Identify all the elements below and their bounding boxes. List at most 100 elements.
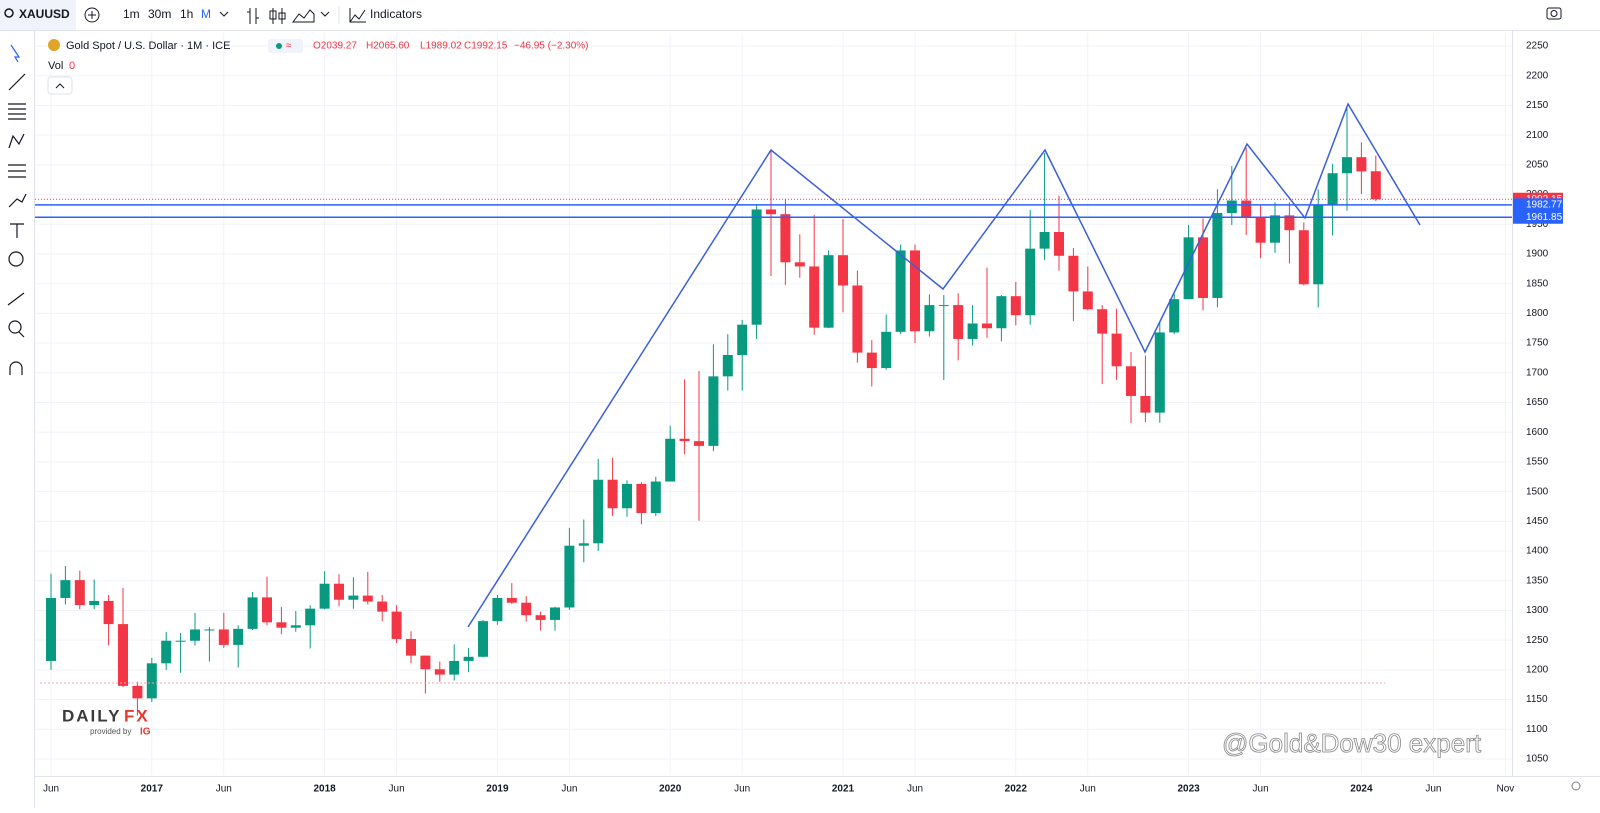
- candle-body: [161, 640, 172, 664]
- interval-active[interactable]: M: [201, 7, 211, 21]
- price-label: 1961.85: [1526, 212, 1563, 223]
- drawing-tools[interactable]: [7, 44, 27, 375]
- x-tick-label: Jun: [561, 784, 577, 795]
- candle-body: [766, 209, 776, 215]
- candle-body: [146, 663, 157, 699]
- legend-icon: ≈: [286, 41, 292, 52]
- candle-body: [204, 629, 215, 631]
- candle-body: [622, 483, 632, 509]
- indicators[interactable]: Indicators: [370, 7, 422, 21]
- candle-body: [953, 305, 964, 339]
- x-tick-label: Jun: [216, 784, 232, 795]
- candle-body: [89, 600, 100, 606]
- trend-drawing[interactable]: [467, 102, 1421, 628]
- candle-body: [247, 597, 258, 629]
- candle-body: [1226, 200, 1237, 214]
- candle-body: [550, 607, 560, 620]
- candle-body: [1255, 217, 1266, 243]
- y-tick-label: 1650: [1526, 397, 1549, 408]
- candle-body: [1313, 204, 1324, 285]
- interval[interactable]: 30m: [148, 7, 171, 21]
- add-symbol[interactable]: [84, 7, 100, 23]
- legend-buttons[interactable]: [268, 39, 303, 53]
- candle-body: [895, 250, 906, 332]
- candle-body: [982, 323, 992, 329]
- candle-body: [679, 438, 690, 442]
- dropdown[interactable]: [320, 11, 330, 17]
- x-tick-label: Jun: [43, 784, 59, 795]
- candle-body: [751, 209, 762, 325]
- y-tick-label: 1050: [1526, 754, 1549, 765]
- price-label-bg: [1513, 210, 1563, 224]
- y-tick-label: 1250: [1526, 635, 1549, 646]
- candle-body: [1270, 215, 1280, 243]
- candle-body: [1140, 395, 1151, 413]
- candle-body: [362, 595, 373, 602]
- settings-icon[interactable]: [1571, 781, 1581, 791]
- candle-body: [74, 580, 85, 606]
- candle-body: [1241, 200, 1252, 218]
- candle-body: [391, 611, 402, 639]
- x-tick-label: Jun: [907, 784, 923, 795]
- candle-body: [866, 352, 877, 369]
- logo-ig: IG: [140, 727, 151, 738]
- watermark: @Gold&Dow30 expert: [1222, 728, 1482, 758]
- x-tick-label: Jun: [389, 784, 405, 795]
- dropdown[interactable]: [219, 11, 229, 17]
- candle-body: [1054, 232, 1064, 256]
- candle-body: [103, 600, 114, 625]
- candle-body: [535, 615, 546, 620]
- candle-body: [1111, 333, 1122, 367]
- candle-body: [593, 479, 604, 544]
- left-toolbar: [0, 31, 34, 808]
- candle-body: [823, 255, 834, 328]
- price-label: 1982.77: [1526, 199, 1563, 210]
- candle-body: [233, 628, 244, 645]
- candle-body: [737, 324, 748, 355]
- area-icon[interactable]: [292, 9, 315, 23]
- provided-by: provided by: [90, 727, 131, 736]
- candle-body: [1154, 332, 1165, 413]
- vol-value: 0: [69, 60, 75, 72]
- x-tick-label: 2024: [1350, 784, 1373, 795]
- candle-body: [478, 621, 488, 657]
- symbol-logo: [48, 39, 60, 51]
- candle-body: [449, 660, 460, 675]
- candle-body: [1212, 213, 1223, 298]
- y-tick-label: 2050: [1526, 160, 1549, 171]
- candle-body: [1082, 291, 1093, 310]
- y-tick-label: 1900: [1526, 249, 1549, 260]
- candle-body: [1097, 309, 1108, 334]
- chart-type-icons[interactable]: [247, 8, 286, 24]
- x-tick-label: 2019: [486, 784, 509, 795]
- collapse-button[interactable]: [47, 76, 73, 95]
- x-tick-label: 2021: [832, 784, 855, 795]
- legend-low: L1989.02: [420, 41, 462, 52]
- candle-body: [348, 595, 359, 600]
- candle-body: [118, 624, 128, 686]
- y-tick-label: 1350: [1526, 575, 1549, 586]
- candle-body: [794, 262, 805, 267]
- interval[interactable]: 1h: [180, 7, 193, 21]
- candle-body: [521, 602, 532, 616]
- candle-body: [492, 597, 503, 622]
- indicators-icon[interactable]: [349, 8, 366, 23]
- candle-body: [334, 583, 344, 600]
- candle-body: [665, 438, 676, 482]
- camera-icon[interactable]: [1546, 7, 1562, 20]
- candle-body: [1068, 255, 1079, 292]
- legend-name: Gold Spot / U.S. Dollar · 1M · ICE: [66, 40, 230, 52]
- interval[interactable]: 1m: [123, 7, 140, 21]
- y-tick-label: 1450: [1526, 516, 1549, 527]
- candle-body: [838, 255, 848, 286]
- candle-body: [276, 622, 287, 628]
- candle-body: [1356, 157, 1367, 172]
- candle-body: [1010, 296, 1021, 316]
- candle-body: [463, 656, 474, 661]
- candle-body: [650, 481, 661, 514]
- candle-body: [910, 250, 920, 332]
- candle-body: [262, 597, 272, 623]
- symbol[interactable]: XAUUSD: [19, 7, 70, 21]
- legend-change: −46.95 (−2.30%): [514, 41, 589, 52]
